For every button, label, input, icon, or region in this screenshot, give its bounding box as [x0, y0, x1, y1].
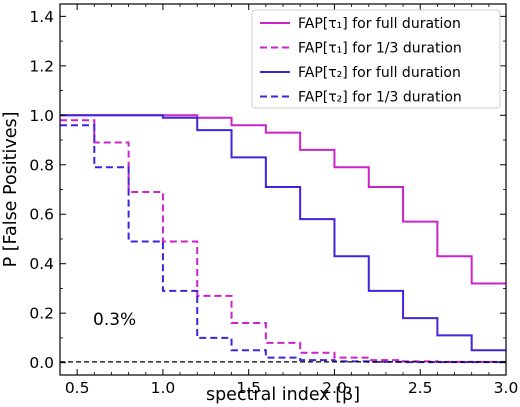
x-tick-label: 1.5 [236, 379, 261, 397]
x-axis-label: spectral index [β] [206, 385, 360, 405]
legend: FAP[τ₁] for full duration FAP[τ₁] for 1/3… [251, 9, 501, 109]
y-tick-label: 0.8 [29, 156, 54, 174]
y-tick-label: 1.0 [29, 107, 54, 125]
series-line-1 [60, 114, 506, 285]
y-tick-label: 0.0 [29, 354, 54, 372]
x-tick-label: 1.0 [151, 379, 176, 397]
legend-label-3: FAP[τ₂] for full duration [298, 65, 461, 81]
legend-label-2: FAP[τ₁] for 1/3 duration [298, 41, 462, 57]
x-tick-label: 0.5 [65, 379, 90, 397]
x-tick-label: 2.0 [322, 379, 347, 397]
y-tick-label: 0.4 [29, 255, 54, 273]
series-line-4 [60, 124, 506, 364]
threshold-label: 0.3% [93, 310, 136, 330]
legend-label-1: FAP[τ₁] for full duration [298, 16, 461, 32]
series-line-3 [60, 114, 506, 352]
series-line-2 [60, 119, 506, 363]
y-axis-label: P [False Positives] [1, 112, 21, 268]
threshold-layer: 0.3% [60, 310, 506, 363]
axes: 0.5 1.0 1.5 2.0 2.5 3.0 0.0 0.2 0.4 0.6 0.8 1.0 1.2 1… [29, 3, 519, 397]
x-tick-label: 2.5 [408, 379, 433, 397]
x-tick-label: 3.0 [494, 379, 519, 397]
y-tick-label: 0.6 [29, 206, 54, 224]
y-tick-label: 1.4 [29, 8, 54, 26]
series-layer [60, 114, 506, 364]
y-tick-label: 0.2 [29, 305, 54, 323]
y-tick-label: 1.2 [29, 57, 54, 75]
legend-label-4: FAP[τ₂] for 1/3 duration [298, 90, 462, 106]
legend-box [251, 9, 501, 109]
